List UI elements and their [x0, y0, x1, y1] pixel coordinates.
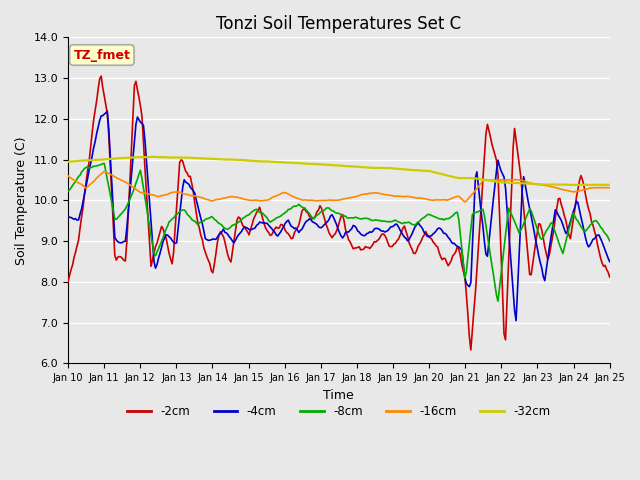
Title: Tonzi Soil Temperatures Set C: Tonzi Soil Temperatures Set C [216, 15, 461, 33]
Y-axis label: Soil Temperature (C): Soil Temperature (C) [15, 136, 28, 264]
Legend: -2cm, -4cm, -8cm, -16cm, -32cm: -2cm, -4cm, -8cm, -16cm, -32cm [122, 400, 555, 423]
Text: TZ_fmet: TZ_fmet [74, 48, 131, 61]
X-axis label: Time: Time [323, 389, 354, 402]
